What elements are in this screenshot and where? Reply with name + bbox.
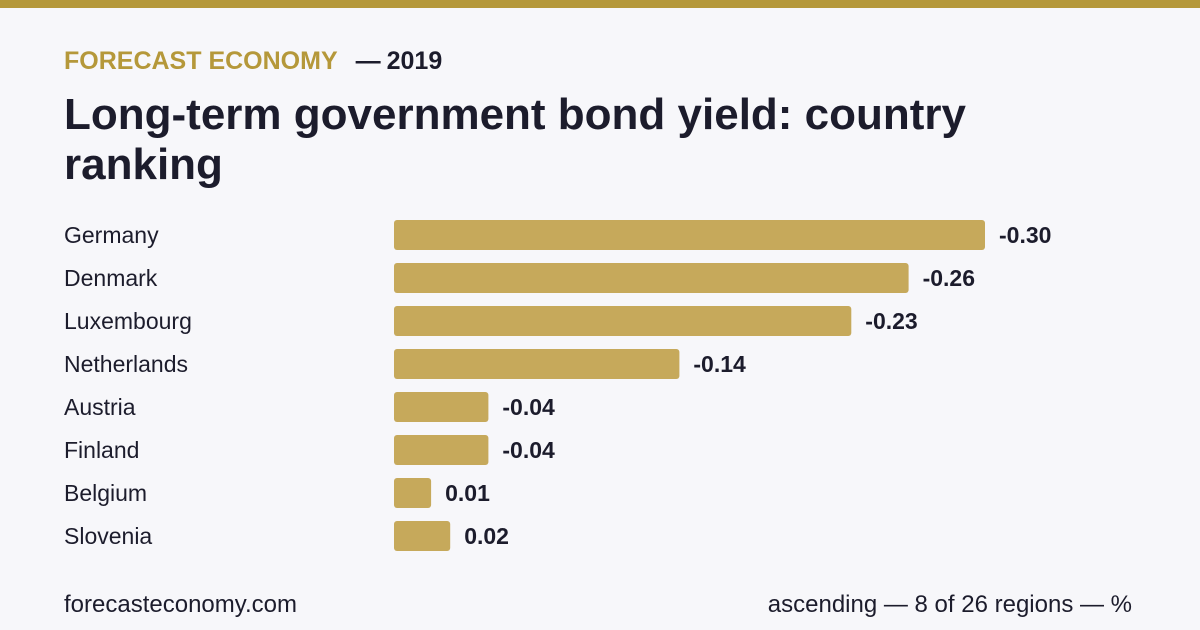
category-label: Slovenia — [64, 523, 152, 549]
bar — [394, 220, 985, 250]
value-label: -0.23 — [865, 308, 917, 334]
bar — [394, 306, 852, 336]
category-label: Netherlands — [64, 351, 188, 377]
brand-name: FORECAST ECONOMY — [64, 47, 338, 75]
bar — [394, 392, 489, 422]
bar — [394, 435, 489, 465]
kicker-year: 2019 — [386, 47, 443, 75]
value-label: -0.26 — [923, 265, 975, 291]
bar — [394, 263, 909, 293]
category-label: Austria — [64, 394, 136, 420]
footer-source: forecasteconomy.com — [64, 591, 297, 618]
kicker: FORECAST ECONOMY —2019 — [64, 46, 442, 76]
chart-title: Long-term government bond yield: country… — [64, 90, 967, 189]
value-label: -0.14 — [693, 351, 746, 377]
top-accent-bar — [0, 0, 1200, 8]
value-label: -0.04 — [502, 437, 555, 463]
bar — [394, 521, 451, 551]
kicker-dash: — — [355, 47, 381, 75]
value-label: 0.02 — [464, 523, 509, 549]
footer-note: ascending — 8 of 26 regions — % — [767, 591, 1132, 618]
category-label: Denmark — [64, 265, 158, 291]
category-label: Finland — [64, 437, 139, 463]
value-label: -0.04 — [502, 394, 555, 420]
category-label: Germany — [64, 222, 159, 248]
bar — [394, 478, 432, 508]
value-label: -0.30 — [999, 222, 1051, 248]
bar — [394, 349, 680, 379]
value-label: 0.01 — [445, 480, 490, 506]
category-label: Belgium — [64, 480, 147, 506]
category-label: Luxembourg — [64, 308, 192, 334]
